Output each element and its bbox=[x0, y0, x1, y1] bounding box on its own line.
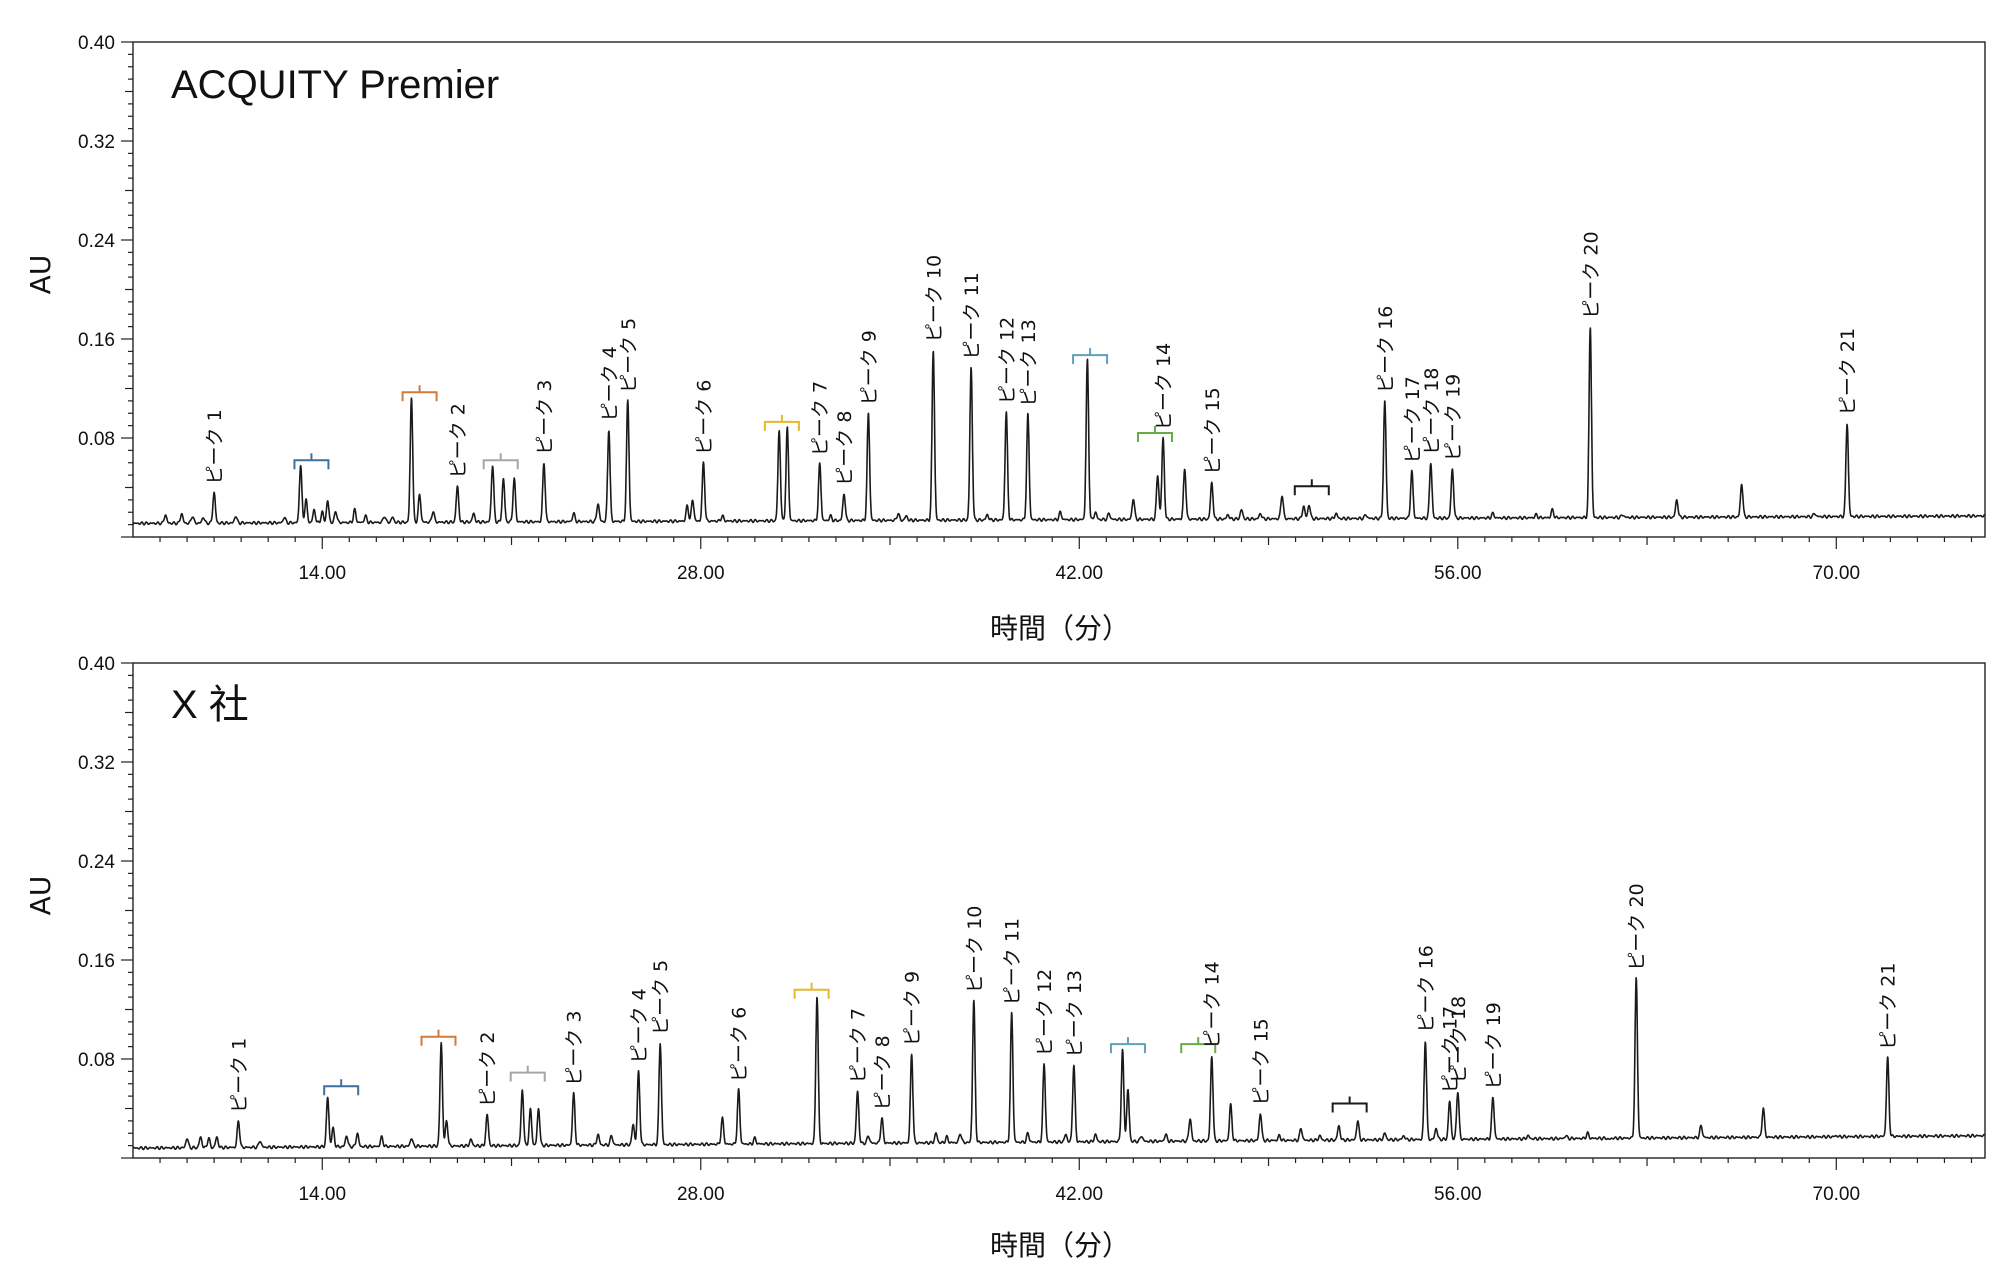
chromatogram-trace bbox=[132, 977, 1986, 1151]
peak-group-bracket bbox=[323, 1079, 360, 1096]
x-tick-labels: 14.00 28.00 42.00 56.00 70.00 bbox=[298, 1184, 1860, 1205]
peak-group-bracket bbox=[763, 414, 800, 431]
peak-group-bracket bbox=[1072, 348, 1109, 365]
peak-group-bracket bbox=[482, 453, 519, 470]
peak-label: ピーク 16 bbox=[1415, 945, 1437, 1032]
peak-label: ピーク 15 bbox=[1202, 387, 1224, 474]
peak-label: ピーク 12 bbox=[1034, 969, 1056, 1056]
y-tick-label: 0.16 bbox=[78, 330, 115, 351]
panel-title: X 社 bbox=[171, 683, 249, 727]
y-tick-label: 0.24 bbox=[78, 852, 115, 873]
y-tick-label: 0.24 bbox=[78, 231, 115, 252]
plot-frame bbox=[132, 41, 1986, 538]
peak-label: ピーク 8 bbox=[872, 1035, 894, 1110]
peak-group-bracket bbox=[509, 1065, 546, 1082]
peak-label: ピーク 6 bbox=[693, 380, 715, 455]
axis-ticks bbox=[121, 662, 1973, 1170]
x-tick-label: 70.00 bbox=[1813, 563, 1861, 584]
peak-label: ピーク 7 bbox=[810, 381, 832, 456]
peak-label: ピーク 10 bbox=[964, 906, 986, 993]
peak-label: ピーク 8 bbox=[834, 411, 856, 486]
x-tick-label: 42.00 bbox=[1056, 1184, 1104, 1205]
peak-label: ピーク 20 bbox=[1580, 231, 1602, 318]
peak-label: ピーク 6 bbox=[729, 1007, 751, 1082]
panel-acquity-premier: ACQUITY Premier AU 時間（分） 0.40 0.32 0.24 0.1… bbox=[24, 33, 1986, 645]
peak-group-bracket bbox=[401, 385, 438, 402]
peak-group-bracket bbox=[1136, 426, 1173, 443]
peak-label: ピーク 1 bbox=[228, 1038, 250, 1113]
y-tick-label: 0.40 bbox=[78, 33, 115, 54]
y-tick-labels: 0.40 0.32 0.24 0.16 0.08 bbox=[78, 654, 115, 1071]
peak-group-bracket bbox=[420, 1029, 457, 1046]
x-tick-label: 42.00 bbox=[1056, 563, 1104, 584]
x-tick-label: 56.00 bbox=[1434, 1184, 1482, 1205]
peak-label: ピーク 18 bbox=[1421, 368, 1443, 455]
y-tick-labels: 0.40 0.32 0.24 0.16 0.08 bbox=[78, 33, 115, 450]
peak-label: ピーク 5 bbox=[618, 318, 640, 393]
peak-group-bracket bbox=[293, 453, 330, 470]
x-axis-title: 時間（分） bbox=[990, 1229, 1130, 1262]
y-tick-label: 0.32 bbox=[78, 132, 115, 153]
y-axis-title: AU bbox=[24, 876, 57, 916]
panel-title: ACQUITY Premier bbox=[171, 63, 499, 107]
peak-label: ピーク 10 bbox=[923, 255, 945, 342]
peak-group-brackets bbox=[323, 982, 1368, 1113]
peak-label: ピーク 14 bbox=[1153, 343, 1175, 430]
x-tick-label: 70.00 bbox=[1813, 1184, 1861, 1205]
peak-group-bracket bbox=[1331, 1096, 1368, 1113]
peak-group-brackets bbox=[293, 348, 1330, 496]
y-tick-label: 0.16 bbox=[78, 951, 115, 972]
peak-label: ピーク 11 bbox=[1002, 918, 1024, 1005]
x-tick-label: 56.00 bbox=[1434, 563, 1482, 584]
y-tick-label: 0.40 bbox=[78, 654, 115, 675]
y-tick-label: 0.32 bbox=[78, 753, 115, 774]
peak-label: ピーク 21 bbox=[1837, 328, 1859, 415]
peak-label: ピーク 9 bbox=[858, 330, 880, 405]
peak-label: ピーク 4 bbox=[599, 346, 621, 421]
peak-label: ピーク 5 bbox=[650, 960, 672, 1035]
peak-label: ピーク 20 bbox=[1626, 883, 1648, 970]
x-tick-label: 28.00 bbox=[677, 563, 725, 584]
peak-group-bracket bbox=[1109, 1037, 1146, 1054]
chromatogram-trace bbox=[132, 327, 1986, 526]
peak-label: ピーク 13 bbox=[1018, 319, 1040, 406]
peak-label: ピーク 21 bbox=[1878, 963, 1900, 1050]
x-tick-label: 14.00 bbox=[298, 1184, 346, 1205]
peak-label: ピーク 15 bbox=[1250, 1018, 1272, 1105]
peak-label: ピーク 2 bbox=[477, 1032, 499, 1107]
peak-label: ピーク 11 bbox=[961, 272, 983, 359]
peak-label: ピーク 3 bbox=[534, 380, 556, 455]
y-axis-title: AU bbox=[24, 255, 57, 295]
peak-label: ピーク 17 bbox=[1402, 376, 1424, 463]
peak-label: ピーク 1 bbox=[204, 409, 226, 484]
peak-group-bracket bbox=[793, 982, 830, 999]
x-tick-label: 28.00 bbox=[677, 1184, 725, 1205]
x-axis-title: 時間（分） bbox=[990, 612, 1130, 645]
peak-label: ピーク 2 bbox=[447, 403, 469, 478]
axis-ticks bbox=[121, 41, 1973, 549]
peak-label: ピーク 13 bbox=[1064, 970, 1086, 1057]
peak-group-bracket bbox=[1180, 1037, 1217, 1054]
peak-label: ピーク 9 bbox=[902, 971, 924, 1046]
peak-label: ピーク 18 bbox=[1448, 996, 1470, 1083]
peak-label: ピーク 4 bbox=[629, 988, 651, 1063]
panel-x-company: X 社 AU 時間（分） 0.40 0.32 0.24 0.16 0.08 14.00 2… bbox=[24, 654, 1986, 1262]
peak-label: ピーク 14 bbox=[1202, 961, 1224, 1048]
peak-label: ピーク 12 bbox=[996, 317, 1018, 404]
y-tick-label: 0.08 bbox=[78, 1050, 115, 1071]
y-tick-label: 0.08 bbox=[78, 429, 115, 450]
x-tick-label: 14.00 bbox=[298, 563, 346, 584]
peak-label: ピーク 3 bbox=[564, 1011, 586, 1086]
peak-group-bracket bbox=[1293, 479, 1330, 496]
peak-label: ピーク 16 bbox=[1375, 306, 1397, 393]
x-tick-labels: 14.00 28.00 42.00 56.00 70.00 bbox=[298, 563, 1860, 584]
peak-label: ピーク 17 bbox=[1440, 1006, 1462, 1093]
peak-label: ピーク 19 bbox=[1483, 1002, 1505, 1089]
peak-label: ピーク 19 bbox=[1442, 374, 1464, 461]
peak-label: ピーク 7 bbox=[848, 1008, 870, 1083]
plot-frame bbox=[132, 662, 1986, 1159]
